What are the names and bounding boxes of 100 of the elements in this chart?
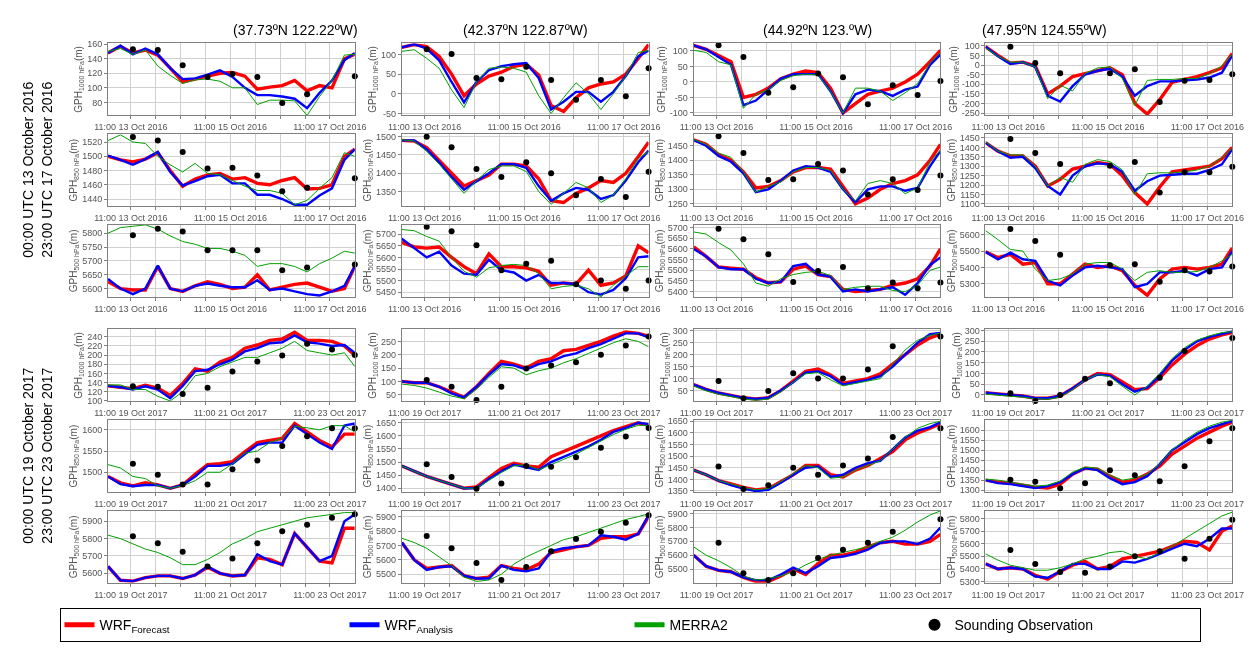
x-tick-label: 11:00 23 Oct 2017 (1170, 498, 1245, 509)
y-tick-label: 1500 (82, 151, 103, 162)
x-tick-label: 11:00 19 Oct 2017 (679, 589, 754, 600)
x-tick-label: 11:00 21 Oct 2017 (1071, 408, 1145, 419)
y-tick-label: 140 (87, 377, 103, 388)
y-tick-label: 5900 (82, 516, 103, 527)
y-tick-label: 300 (964, 325, 980, 336)
y-tick-label: 5800 (375, 526, 397, 537)
y-tick-label: 5650 (82, 269, 103, 280)
y-tick-label: 150 (964, 357, 980, 368)
y-tick-label: 1550 (959, 435, 980, 446)
x-tick-label: 11:00 19 Oct 2017 (387, 589, 462, 600)
y-tick-label: 50 (677, 61, 688, 72)
x-tick-label: 11:00 13 Oct 2016 (679, 122, 754, 133)
x-tick-label: 11:00 23 Oct 2017 (1170, 408, 1245, 419)
y-tick-label: 1600 (375, 431, 397, 442)
x-tick-label: 11:00 21 Oct 2017 (779, 589, 853, 600)
y-tick-label: 100 (87, 82, 103, 93)
chart-title: (44.92ºN 123.ºW) (763, 22, 873, 38)
x-tick-label: 11:00 21 Oct 2017 (487, 589, 561, 600)
x-tick-label: 11:00 17 Oct 2016 (1170, 212, 1245, 223)
y-tick-label: 1500 (82, 467, 103, 478)
y-tick-label: 1400 (667, 155, 688, 166)
y-tick-label: -200 (961, 98, 980, 109)
y-tick-label: 5700 (959, 526, 980, 537)
y-tick-label: 5900 (667, 508, 688, 519)
x-tick-label: 11:00 21 Oct 2017 (1071, 589, 1145, 600)
x-tick-label: 11:00 17 Oct 2016 (587, 122, 661, 133)
x-tick-label: 11:00 17 Oct 2016 (1170, 122, 1245, 133)
y-tick-label: 5600 (959, 229, 980, 240)
y-tick-label: 150 (380, 363, 397, 374)
y-tick-label: 160 (87, 368, 103, 379)
x-tick-label: 11:00 17 Oct 2016 (293, 212, 367, 223)
y-tick-label: 5700 (375, 229, 397, 240)
text: 00:00 UTC 13 October 2016 23:00 UTC 17 October 2016 (20, 81, 55, 258)
y-tick-label: 5300 (959, 278, 980, 289)
y-tick-label: 100 (380, 49, 397, 60)
x-tick-label: 11:00 23 Oct 2017 (587, 408, 661, 419)
y-tick-label: 5750 (82, 242, 103, 253)
y-tick-label: 100 (380, 376, 397, 387)
y-tick-label: 5600 (82, 283, 103, 294)
x-tick-label: 11:00 19 Oct 2017 (971, 498, 1045, 509)
y-tick-label: 200 (380, 349, 397, 360)
x-tick-label: 11:00 23 Oct 2017 (587, 589, 661, 600)
x-tick-label: 11:00 13 Oct 2016 (679, 303, 754, 314)
legend-label: Sounding Observation (954, 617, 1094, 634)
y-tick-label: 1600 (959, 425, 980, 436)
y-tick-label: -100 (961, 79, 980, 90)
y-tick-label: 50 (969, 379, 980, 390)
x-tick-label: 11:00 15 Oct 2016 (779, 212, 853, 223)
y-tick-label: 5800 (82, 228, 103, 239)
x-tick-label: 11:00 15 Oct 2016 (193, 212, 268, 223)
y-tick-label: 5700 (82, 551, 103, 562)
x-tick-label: 11:00 17 Oct 2016 (587, 303, 661, 314)
y-tick-label: 100 (87, 396, 103, 407)
y-tick-label: 1450 (375, 150, 397, 161)
y-tick-label: 1500 (375, 131, 397, 142)
y-tick-label: 200 (964, 347, 980, 358)
x-tick-label: 11:00 19 Oct 2017 (387, 408, 462, 419)
y-tick-label: 100 (964, 368, 980, 379)
y-tick-label: 1400 (375, 483, 397, 494)
y-tick-label: 1550 (667, 439, 688, 450)
y-tick-label: 1600 (82, 425, 103, 436)
x-tick-label: 11:00 23 Oct 2017 (878, 498, 953, 509)
y-tick-label: 100 (672, 373, 688, 384)
y-tick-label: 1300 (959, 485, 980, 496)
y-tick-label: 5700 (667, 222, 688, 233)
y-tick-label: 1400 (959, 142, 980, 153)
x-tick-label: 11:00 15 Oct 2016 (1071, 212, 1145, 223)
y-tick-label: 1400 (375, 168, 397, 179)
y-tick-label: 250 (964, 336, 980, 347)
y-tick-label: 1450 (375, 470, 397, 481)
y-tick-label: -100 (669, 108, 688, 119)
y-tick-label: 1400 (667, 474, 688, 485)
y-tick-label: 5700 (375, 540, 397, 551)
y-tick-label: 100 (672, 46, 688, 57)
y-tick-label: 5500 (375, 275, 397, 286)
y-tick-label: 5650 (667, 233, 688, 244)
y-tick-label: 1300 (959, 161, 980, 172)
y-tick-label: 1350 (667, 169, 688, 180)
x-tick-label: 11:00 17 Oct 2016 (293, 303, 367, 314)
x-tick-label: 11:00 21 Oct 2017 (193, 408, 268, 419)
y-tick-label: 1500 (959, 445, 980, 456)
x-tick-label: 11:00 21 Oct 2017 (779, 408, 853, 419)
y-tick-label: 5900 (375, 511, 397, 522)
y-tick-label: 1550 (375, 444, 397, 455)
y-tick-label: 1350 (667, 486, 688, 497)
y-tick-label: 1250 (959, 170, 980, 181)
y-tick-label: 1350 (959, 475, 980, 486)
legend-label: WRF$_{Forecast}$ (99, 617, 170, 636)
y-tick-label: 0 (391, 88, 397, 99)
y-tick-label: 1650 (375, 417, 397, 428)
y-tick-label: 5450 (667, 276, 688, 287)
x-tick-label: 11:00 23 Oct 2017 (878, 589, 953, 600)
y-tick-label: -50 (383, 108, 397, 119)
y-tick-label: 5300 (959, 576, 980, 587)
x-tick-label: 11:00 21 Oct 2017 (1071, 498, 1145, 509)
y-tick-label: 5800 (667, 522, 688, 533)
x-tick-label: 11:00 13 Oct 2016 (387, 303, 462, 314)
y-tick-label: 1650 (667, 416, 688, 427)
